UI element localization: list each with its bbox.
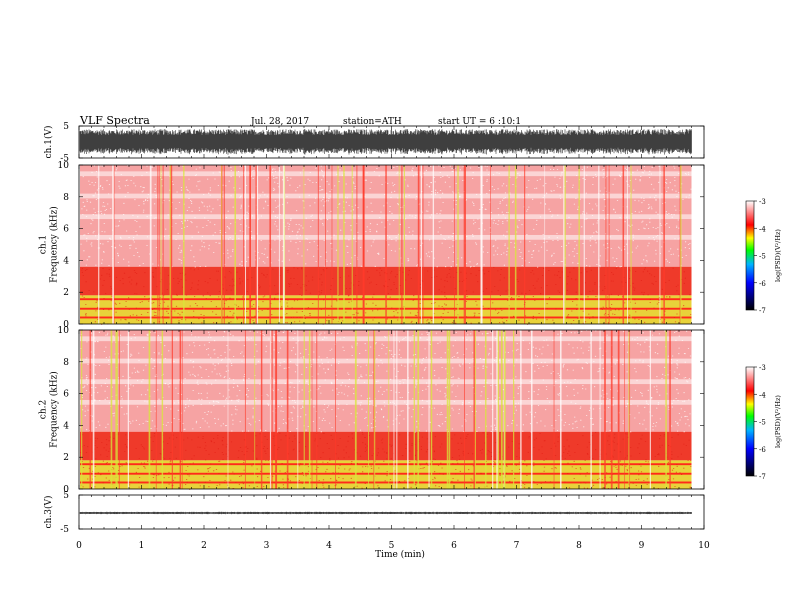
ch1-spectrogram-colorbar-tick-label: -3 xyxy=(759,198,766,206)
ch2-spectrogram-colorbar-tick-label: -3 xyxy=(759,364,766,372)
ch1-spectrogram-colorbar-tick-label: -7 xyxy=(759,307,766,315)
ch2-spectrogram-low-stripe xyxy=(80,472,692,475)
ch2-spectrogram-colorbar xyxy=(745,366,755,477)
ch1-waveform-ylabel: ch.1(V) xyxy=(43,126,54,159)
time-axis: 0 1 2 3 4 5 6 7 8 9 10 xyxy=(76,541,710,551)
x-axis-label: Time (min) xyxy=(375,549,425,560)
ch2-spectrogram-colorbar-tick-label: -6 xyxy=(759,446,766,454)
start-ut-label: start UT = 6 :10:1 xyxy=(438,117,521,127)
ch1-waveform-ytick-label: -5 xyxy=(60,154,69,164)
time-tick-label: 5 xyxy=(389,541,395,551)
ch2-spectrogram-stripe xyxy=(80,379,692,385)
ch1-spectrogram-colorbar xyxy=(745,200,755,311)
ch3-waveform-ytick-label: 5 xyxy=(63,491,69,501)
ch2-spectrogram-ytick-label: 8 xyxy=(63,358,69,368)
ch1-spectrogram-ytick-label: 8 xyxy=(63,193,69,203)
ch2-spectrogram-stripe xyxy=(80,358,692,364)
time-tick-label: 4 xyxy=(326,541,332,551)
ch1-waveform-panel: 5 -5 ch.1(V) xyxy=(43,122,705,164)
time-tick-label: 3 xyxy=(264,541,270,551)
ch2-spectrogram-colorbar-tick-label: -7 xyxy=(759,473,766,481)
ch2-spectrogram-image xyxy=(80,330,704,490)
ch1-spectrogram-ytick-label: 0 xyxy=(63,320,69,330)
ch2-spectrogram-stripe xyxy=(80,336,692,342)
time-tick-label: 1 xyxy=(139,541,145,551)
ch3-waveform-ytick-label: -5 xyxy=(60,525,69,535)
ch2-spectrogram-low-stripe xyxy=(80,481,692,484)
ch1-spectrogram-ytick-label: 10 xyxy=(58,161,70,171)
ch3-waveform-ylabel: ch.3(V) xyxy=(43,496,54,529)
ch2-spectrogram-stripe xyxy=(80,399,692,405)
ch2-spectrogram-ytick-label: 10 xyxy=(58,326,70,336)
ch1-spectrogram-ytick-label: 2 xyxy=(63,288,69,298)
ch2-spectrogram-empty-tail xyxy=(691,330,704,489)
ch1-spectrogram-ytick-label: 6 xyxy=(63,225,69,235)
time-tick-label: 9 xyxy=(639,541,645,551)
ch2-spectrogram-ytick-label: 0 xyxy=(63,485,69,495)
ch3-waveform-trace xyxy=(79,511,692,515)
ch2-spectrogram-colorbar-tick-label: -4 xyxy=(759,391,766,399)
time-tick-label: 8 xyxy=(576,541,582,551)
date-label: Jul. 28, 2017 xyxy=(250,117,309,127)
time-tick-label: 10 xyxy=(698,541,710,551)
ch2-spectrogram-low-stripe xyxy=(80,463,692,466)
time-tick-label: 0 xyxy=(76,541,82,551)
ch2-spectrogram-ytick-label: 6 xyxy=(63,390,69,400)
ch2-spectrogram-ytick-label: 2 xyxy=(63,453,69,463)
ch1-spectrogram-panel: -3 -4 -5 -6 -7 log(PSD)(V²/Hz) 0 2 4 6 8 10 ch.1 Freq… xyxy=(39,161,783,330)
ch2-spectrogram-panel: -3 -4 -5 -6 -7 log(PSD)(V²/Hz) 0 2 4 6 8 10 ch.2 Freq… xyxy=(39,326,783,495)
ch2-spectrogram-ylabel: ch.2 xyxy=(39,400,49,419)
ch1-waveform-ytick-label: 5 xyxy=(63,122,69,132)
ch3-waveform-panel: 5 -5 ch.3(V) xyxy=(43,491,705,535)
ch1-spectrogram-ylabel: Frequency (kHz) xyxy=(49,206,60,283)
figure-title: VLF Spectra xyxy=(79,114,150,127)
ch2-spectrogram-colorbar-label: log(PSD)(V²/Hz) xyxy=(774,395,782,448)
ch1-spectrogram-speckle-red xyxy=(81,266,692,325)
ch2-spectrogram-colorbar-tick-label: -5 xyxy=(759,419,766,427)
ch1-spectrogram-colorbar-tick-label: -6 xyxy=(759,280,766,288)
ch1-spectrogram-ylabel: ch.1 xyxy=(39,235,49,254)
ch1-spectrogram-colorbar-tick-label: -5 xyxy=(759,253,766,261)
station-label: station=ATH xyxy=(343,117,402,127)
ch2-spectrogram-ytick-label: 4 xyxy=(63,421,69,431)
time-tick-label: 7 xyxy=(514,541,520,551)
ch1-spectrogram-colorbar-tick-label: -4 xyxy=(759,225,766,233)
ch1-spectrogram-colorbar-label: log(PSD)(V²/Hz) xyxy=(774,229,782,282)
ch1-waveform-trace xyxy=(79,129,692,155)
ch1-spectrogram-empty-tail xyxy=(691,165,704,324)
time-tick-label: 6 xyxy=(451,541,457,551)
time-tick-label: 2 xyxy=(201,541,207,551)
ch2-spectrogram-ylabel: Frequency (kHz) xyxy=(49,371,60,448)
ch1-spectrogram-image xyxy=(80,165,704,325)
ch1-spectrogram-ytick-label: 4 xyxy=(63,256,69,266)
